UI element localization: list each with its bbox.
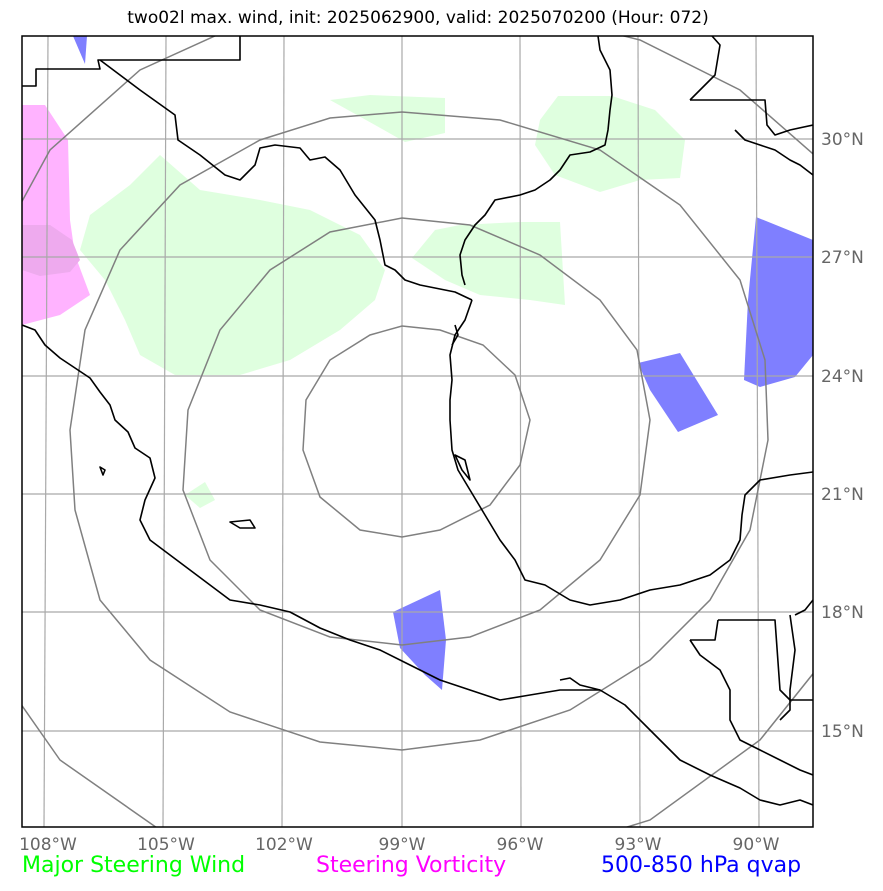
lon-label: 99°W	[379, 835, 426, 855]
legend-steering-wind: Major Steering Wind	[22, 853, 246, 878]
steering-wind-areas	[80, 95, 685, 508]
lon-label: 96°W	[497, 835, 544, 855]
lon-label: 102°W	[255, 835, 313, 855]
lat-label: 27°N	[821, 248, 864, 268]
lon-label: 108°W	[19, 835, 77, 855]
longitude-labels: 108°W 105°W 102°W 99°W 96°W 93°W 90°W	[19, 835, 780, 855]
map-frame	[21, 35, 814, 828]
range-rings	[22, 36, 813, 827]
coastlines	[22, 36, 813, 806]
lat-label: 24°N	[821, 367, 864, 387]
lat-label: 18°N	[821, 603, 864, 623]
lon-label: 90°W	[733, 835, 780, 855]
lon-label: 93°W	[615, 835, 662, 855]
legend-steering-vorticity: Steering Vorticity	[316, 853, 507, 878]
qvap-areas	[73, 36, 813, 690]
latitude-labels: 30°N 27°N 24°N 21°N 18°N 15°N	[821, 130, 864, 742]
map-title: two02l max. wind, init: 2025062900, vali…	[127, 8, 709, 28]
lat-label: 21°N	[821, 485, 864, 505]
lat-label: 15°N	[821, 722, 864, 742]
steering-vorticity-areas	[22, 105, 90, 325]
lat-lon-grid	[22, 36, 813, 827]
lon-label: 105°W	[137, 835, 195, 855]
lat-label: 30°N	[821, 130, 864, 150]
legend-qvap: 500-850 hPa qvap	[601, 853, 802, 878]
